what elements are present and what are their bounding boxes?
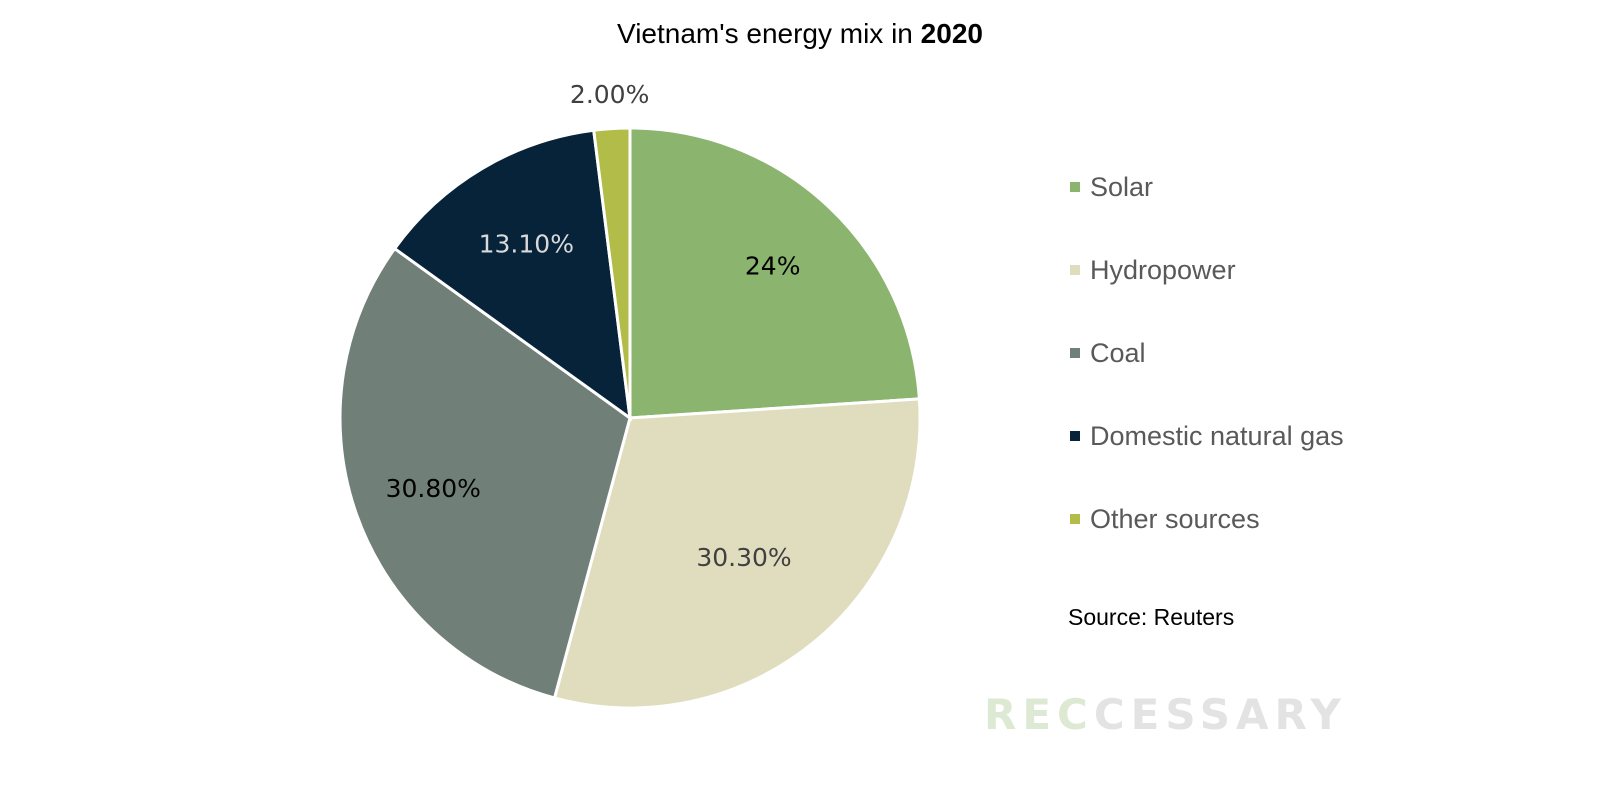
pie-slice-hydropower	[552, 397, 922, 710]
legend-swatch	[1070, 265, 1080, 275]
pie-slice-domestic-natural-gas	[392, 128, 632, 422]
legend-item-hydropower: Hydropower	[1070, 253, 1344, 336]
watermark-logo: RECCESSARY	[984, 690, 1347, 739]
legend-label: Solar	[1090, 172, 1154, 202]
legend-item-coal: Coal	[1070, 336, 1344, 419]
chart-title-year: 2020	[920, 18, 983, 49]
pie-slice-other-sources	[592, 126, 632, 419]
legend-swatch	[1070, 348, 1080, 358]
legend-swatch	[1070, 182, 1080, 192]
legend: Solar Hydropower Coal Domestic natural gas O…	[1070, 170, 1344, 585]
data-label-solar: 24%	[745, 252, 801, 281]
pie-slice-coal	[338, 246, 632, 700]
legend-item-domestic-natural-gas: Domestic natural gas	[1070, 419, 1344, 502]
pie-slice-solar	[628, 126, 921, 420]
legend-label: Hydropower	[1090, 255, 1236, 285]
legend-label: Coal	[1090, 338, 1146, 368]
data-label-other-sources: 2.00%	[570, 80, 649, 109]
chart-title: Vietnam's energy mix in 2020	[0, 18, 1600, 50]
legend-item-solar: Solar	[1070, 170, 1344, 253]
legend-item-other-sources: Other sources	[1070, 502, 1344, 585]
data-label-coal: 30.80%	[386, 474, 481, 503]
watermark-part-a: REC	[984, 690, 1094, 739]
source-note: Source: Reuters	[1068, 604, 1235, 630]
watermark-part-b: CESSARY	[1093, 690, 1347, 739]
data-label-hydropower: 30.30%	[696, 543, 791, 572]
legend-label: Other sources	[1090, 504, 1260, 534]
legend-label: Domestic natural gas	[1090, 421, 1344, 451]
data-label-domestic-natural-gas: 13.10%	[479, 229, 574, 258]
chart-title-text: Vietnam's energy mix in	[617, 18, 913, 49]
legend-swatch	[1070, 514, 1080, 524]
legend-swatch	[1070, 431, 1080, 441]
